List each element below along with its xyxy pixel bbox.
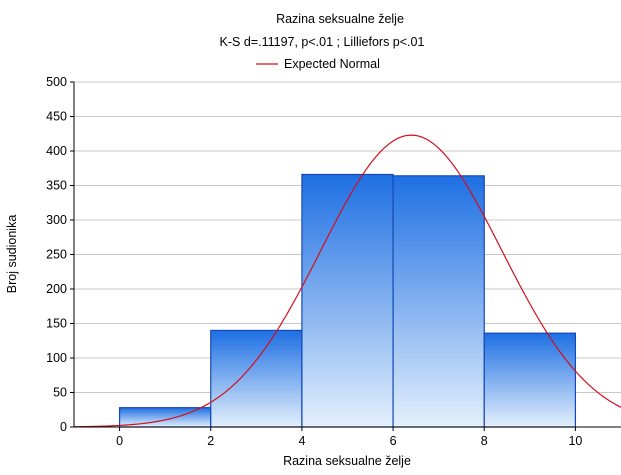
x-tick-label-8: 8	[481, 434, 488, 448]
y-tick-label-350: 350	[46, 179, 67, 193]
y-tick-label-150: 150	[46, 317, 67, 331]
x-tick-label-2: 2	[207, 434, 214, 448]
histogram-bar-4	[483, 332, 577, 428]
x-tick-label-4: 4	[298, 434, 305, 448]
bars	[118, 173, 577, 428]
x-tick-label-6: 6	[390, 434, 397, 448]
x-axis-label: Razina seksualne želje	[283, 454, 411, 468]
chart-subtitle: K-S d=.11197, p<.01 ; Lilliefors p<.01	[220, 35, 425, 49]
histogram-bar-1	[210, 329, 303, 428]
expected-normal-curve	[74, 134, 621, 427]
y-tick-label-50: 50	[53, 386, 67, 400]
normal-curve-layer	[74, 134, 621, 427]
histogram-bar-3	[392, 175, 485, 428]
legend: Expected Normal	[256, 57, 380, 71]
y-tick-label-200: 200	[46, 282, 67, 296]
y-tick-label-0: 0	[60, 420, 67, 434]
y-tick-label-450: 450	[46, 110, 67, 124]
histogram-bar-2	[301, 173, 394, 428]
chart-title: Razina seksualne želje	[276, 12, 404, 26]
y-axis-label: Broj sudionika	[5, 215, 19, 294]
legend-label-expected-normal: Expected Normal	[284, 57, 380, 71]
x-tick-label-0: 0	[116, 434, 123, 448]
y-tick-label-100: 100	[46, 351, 67, 365]
axes: 0 50 100 150 200 250 300 350 400 450 500 0 2 4 6 8 10	[46, 75, 621, 448]
x-tick-label-10: 10	[568, 434, 582, 448]
y-tick-label-300: 300	[46, 213, 67, 227]
y-tick-label-500: 500	[46, 75, 67, 89]
y-tick-label-400: 400	[46, 144, 67, 158]
y-tick-label-250: 250	[46, 248, 67, 262]
